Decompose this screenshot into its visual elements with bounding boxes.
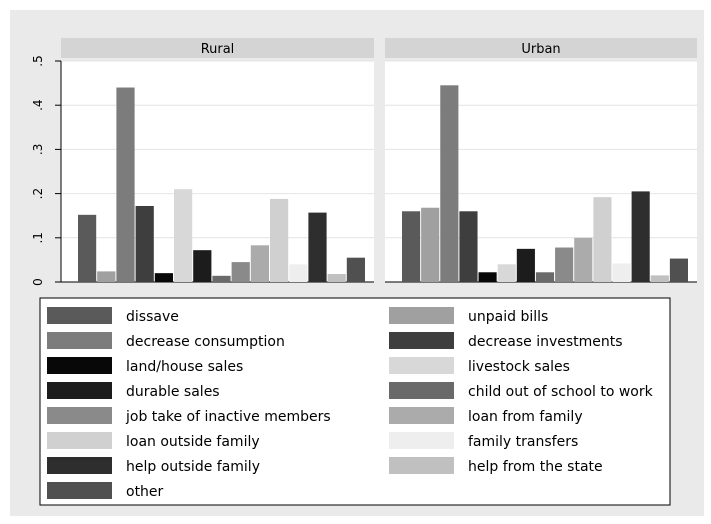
- legend-swatch: [389, 407, 454, 424]
- legend-label: decrease investments: [468, 334, 623, 350]
- bar: [212, 275, 231, 282]
- panel-header: [61, 38, 374, 58]
- legend-label: child out of school to work: [468, 384, 654, 400]
- legend-swatch: [47, 457, 112, 474]
- legend-swatch: [47, 332, 112, 349]
- legend-swatch: [47, 382, 112, 399]
- legend-swatch: [389, 332, 454, 349]
- legend-swatch: [47, 357, 112, 374]
- bar: [327, 274, 346, 282]
- legend-swatch: [47, 407, 112, 424]
- bar: [308, 212, 327, 282]
- y-tick-label: .1: [31, 232, 45, 243]
- legend-swatch: [389, 382, 454, 399]
- bar: [497, 264, 516, 282]
- legend-swatch: [389, 307, 454, 324]
- bar: [516, 248, 535, 282]
- legend-swatch: [47, 482, 112, 499]
- bar: [421, 207, 440, 282]
- bar: [135, 205, 154, 282]
- bar: [650, 275, 669, 282]
- legend-label: unpaid bills: [468, 309, 548, 325]
- legend-swatch: [47, 432, 112, 449]
- panel-header: [385, 38, 697, 58]
- bar: [116, 87, 135, 283]
- bar: [289, 264, 308, 282]
- legend-swatch: [47, 307, 112, 324]
- bar: [231, 262, 250, 282]
- legend-label: decrease consumption: [126, 334, 285, 350]
- bar: [574, 237, 593, 282]
- panel-title: Rural: [201, 42, 235, 57]
- plot-area: [61, 61, 374, 282]
- legend-label: help outside family: [126, 459, 260, 475]
- legend-label: job take of inactive members: [125, 409, 331, 425]
- bar: [270, 198, 289, 282]
- legend-box: [39, 297, 671, 506]
- bar: [535, 272, 555, 282]
- legend-label: dissave: [126, 309, 179, 325]
- bar: [669, 258, 688, 282]
- bar: [440, 85, 459, 282]
- bar: [612, 263, 631, 282]
- legend-label: land/house sales: [126, 359, 243, 375]
- bar: [97, 271, 116, 282]
- bar: [174, 189, 193, 282]
- legend-label: loan outside family: [126, 434, 260, 450]
- bar: [154, 273, 173, 282]
- bar: [402, 211, 421, 282]
- bar: [78, 214, 97, 282]
- bar: [346, 257, 365, 282]
- legend-label: loan from family: [468, 409, 583, 425]
- y-tick-label: .2: [31, 188, 45, 199]
- y-tick-label: .4: [31, 99, 45, 110]
- panel-title: Urban: [521, 42, 560, 57]
- bar: [193, 250, 212, 282]
- legend-label: family transfers: [468, 434, 578, 450]
- legend-label: livestock sales: [468, 359, 570, 375]
- legend-swatch: [389, 432, 454, 449]
- bar: [478, 272, 497, 282]
- legend-swatch: [389, 357, 454, 374]
- legend-label: other: [126, 484, 164, 500]
- y-tick-label: 0: [31, 278, 45, 286]
- legend-swatch: [389, 457, 454, 474]
- bar: [631, 191, 650, 282]
- bar: [593, 197, 612, 282]
- y-tick-label: .3: [31, 144, 45, 155]
- bar: [459, 211, 478, 282]
- bar: [250, 245, 269, 282]
- y-tick-label: .5: [31, 55, 45, 66]
- bar: [555, 247, 574, 282]
- legend-label: help from the state: [468, 459, 603, 475]
- legend-label: durable sales: [126, 384, 220, 400]
